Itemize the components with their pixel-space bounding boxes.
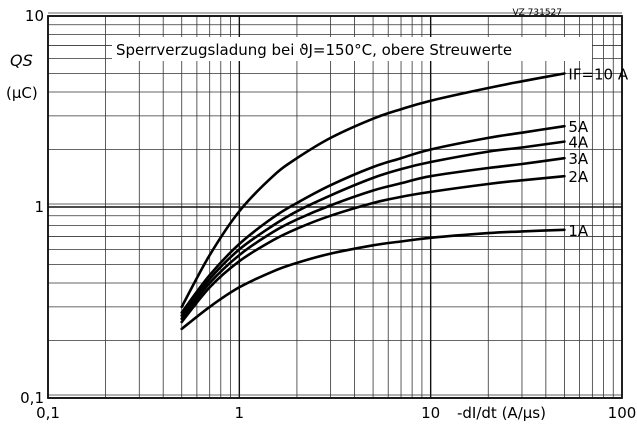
y-tick-label: 10 <box>25 7 44 25</box>
x-tick-label: 10 <box>421 404 440 422</box>
series-line <box>180 140 566 317</box>
y-tick-label: 0,1 <box>20 389 44 407</box>
x-axis-label: -dI/dt (A/µs) <box>457 404 546 422</box>
series-label: 3A <box>568 150 589 168</box>
chart-title: Sperrverzugsladung bei ϑJ=150°C, obere S… <box>116 41 512 59</box>
series-label: 2A <box>568 168 589 186</box>
x-tick-label: 1 <box>235 404 245 422</box>
tick-labels: 0,1 1 10 100 0,1 1 10 <box>20 7 636 422</box>
x-tick-label: 100 <box>608 404 637 422</box>
title-background <box>112 37 592 61</box>
series-label: 4A <box>568 134 589 152</box>
series-label: IF=10 A <box>568 65 628 83</box>
curves <box>180 72 566 331</box>
y-axis-label: QS <box>10 51 33 70</box>
plot-frame <box>47 15 623 399</box>
x-tick-label: 0,1 <box>36 404 60 422</box>
series-line <box>180 156 566 320</box>
series-line <box>180 124 566 314</box>
series-line <box>180 228 566 331</box>
series-line <box>180 72 566 309</box>
series-line <box>180 174 566 324</box>
grid <box>47 12 623 399</box>
series-label: 1A <box>568 222 589 240</box>
y-axis-unit: (µC) <box>6 84 38 102</box>
reference-code: VZ 731527 <box>512 8 562 18</box>
series-label: 5A <box>568 118 589 136</box>
y-tick-label: 1 <box>34 198 44 216</box>
